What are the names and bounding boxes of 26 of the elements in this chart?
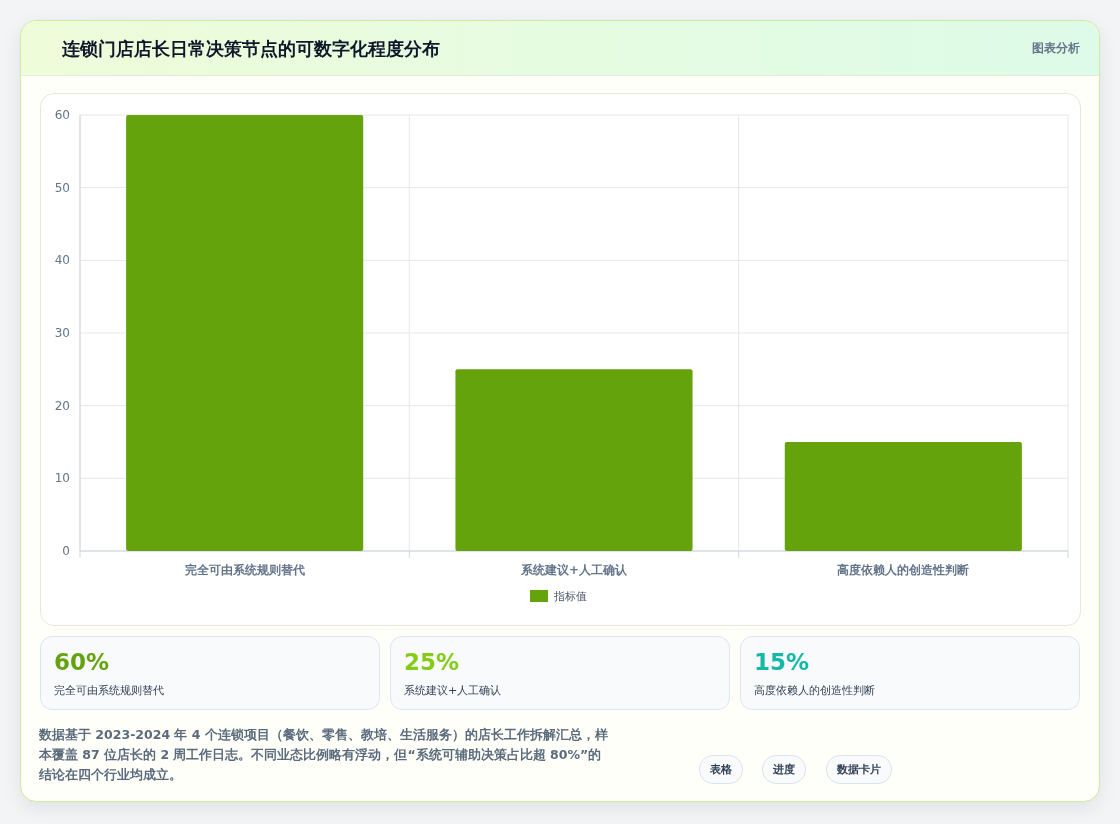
text: 系统建议+人工确认 [404,683,502,698]
y-tick-label: 10 [54,471,70,486]
y-tick-label: 20 [54,398,70,413]
text: 进度 [762,755,806,784]
bar [126,115,364,551]
y-tick-label: 50 [54,180,70,195]
x-tick-label: 系统建议+人工确认 [519,563,629,577]
y-tick-label: 60 [54,108,70,122]
text: 数据卡片 [826,755,892,784]
text: 完全可由系统规则替代 [54,683,164,698]
y-tick-label: 40 [54,253,70,268]
x-tick-label: 完全可由系统规则替代 [184,563,305,577]
text: 图表分析 [1032,40,1080,57]
bar [455,369,693,551]
y-tick-label: 0 [62,544,70,558]
chart-title: 连锁门店店长日常决策节点的可数字化程度分布 [62,37,440,61]
legend-label: 指标值 [553,590,587,603]
text: 数据基于 2023-2024 年 4 个连锁项目（餐饮、零售、教培、生活服务）的店长工作拆解汇总，样本覆盖 87 位店长的 2 周工作日志。不同业态比例略有浮动，但“系统可辅助决策占比超 80%”的结论在四个行业均成立。 [39,726,609,784]
text: 60% [54,649,110,675]
text: 高度依赖人的创造性判断 [754,683,875,698]
y-tick-label: 30 [54,326,70,340]
text: 25% [404,649,460,675]
text: 表格 [699,755,743,784]
text: 15% [754,649,810,675]
bar [784,442,1022,551]
x-tick-label: 高度依赖人的创造性判断 [837,563,970,577]
